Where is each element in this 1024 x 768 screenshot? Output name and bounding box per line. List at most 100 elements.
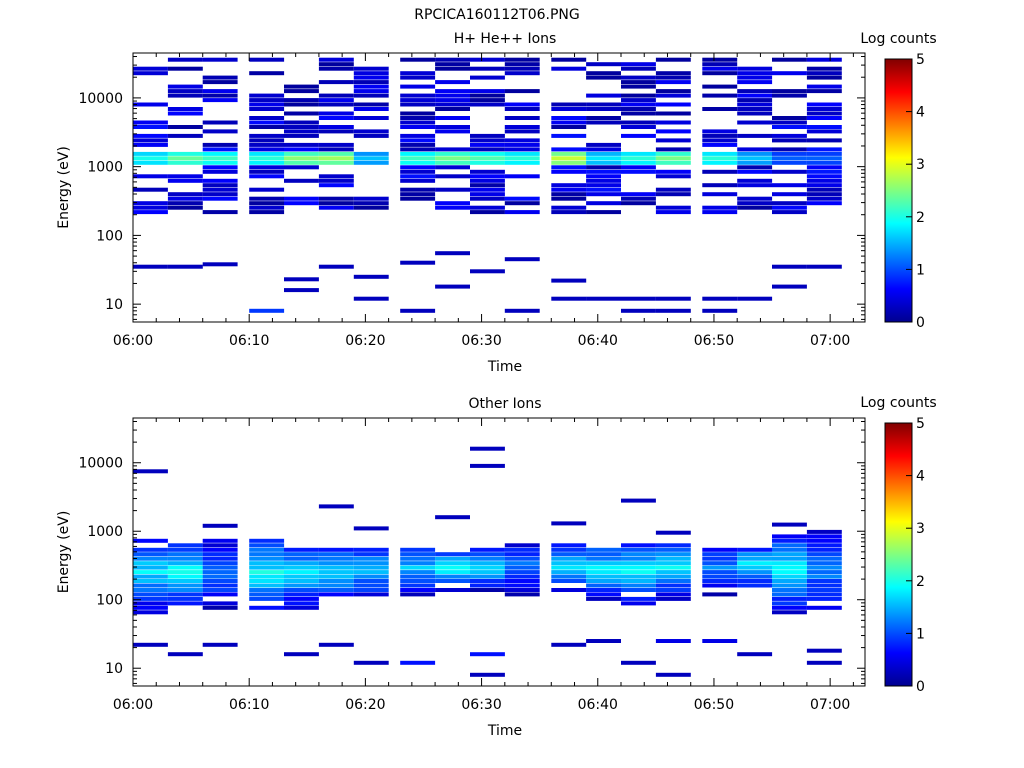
heatmap-cell bbox=[202, 75, 238, 80]
heatmap-cell bbox=[655, 187, 691, 192]
heatmap-cell bbox=[772, 592, 807, 597]
heatmap-cell bbox=[702, 565, 738, 570]
heatmap-cell bbox=[655, 672, 691, 677]
heatmap-cell bbox=[772, 133, 807, 138]
heatmap-cell bbox=[772, 570, 807, 575]
heatmap-cell bbox=[167, 151, 203, 156]
heatmap-cell bbox=[551, 133, 587, 138]
heatmap-cell bbox=[284, 84, 319, 89]
heatmap-cell bbox=[702, 561, 738, 566]
heatmap-cell bbox=[435, 579, 470, 583]
heatmap-cell bbox=[400, 98, 436, 103]
heatmap-cell bbox=[737, 102, 773, 107]
heatmap-cell bbox=[435, 251, 470, 256]
heatmap-cell bbox=[167, 57, 203, 62]
heatmap-cell bbox=[167, 561, 203, 566]
heatmap-cell bbox=[400, 151, 436, 156]
heatmap-cell bbox=[318, 196, 354, 201]
heatmap-cell bbox=[655, 552, 691, 557]
heatmap-cell bbox=[806, 579, 842, 583]
heatmap-cell bbox=[655, 639, 691, 643]
heatmap-cell bbox=[772, 552, 807, 557]
heatmap-cell bbox=[400, 102, 436, 107]
heatmap-cell bbox=[702, 138, 738, 143]
heatmap-cell bbox=[586, 142, 621, 147]
heatmap-cell bbox=[737, 556, 773, 561]
heatmap-cell bbox=[202, 80, 238, 85]
heatmap-cell bbox=[655, 75, 691, 80]
heatmap-cells-other bbox=[133, 446, 842, 677]
colorbar-tick-label: 5 bbox=[916, 416, 925, 432]
heatmap-cell bbox=[504, 592, 540, 597]
heatmap-cell bbox=[353, 133, 389, 138]
x-tick-label: 06:00 bbox=[113, 333, 153, 349]
heatmap-cell bbox=[586, 107, 621, 111]
heatmap-cell bbox=[249, 138, 285, 143]
heatmap-cell bbox=[551, 561, 587, 566]
heatmap-cell bbox=[806, 178, 842, 183]
heatmap-cell bbox=[586, 596, 621, 601]
heatmap-cell bbox=[167, 565, 203, 570]
heatmap-cell bbox=[284, 111, 319, 116]
heatmap-cell bbox=[737, 151, 773, 156]
heatmap-cell bbox=[133, 120, 168, 125]
heatmap-cell bbox=[702, 107, 738, 111]
heatmap-cell bbox=[249, 151, 285, 156]
heatmap-cell bbox=[737, 93, 773, 98]
heatmap-cell bbox=[470, 205, 505, 210]
heatmap-cell bbox=[621, 102, 656, 107]
heatmap-cell bbox=[400, 592, 436, 597]
heatmap-cell bbox=[551, 183, 587, 188]
heatmap-cell bbox=[621, 574, 656, 579]
heatmap-cell bbox=[702, 570, 738, 575]
heatmap-cell bbox=[655, 574, 691, 579]
heatmap-cell bbox=[806, 556, 842, 561]
heatmap-cell bbox=[586, 75, 621, 80]
colorbar-tick-label: 3 bbox=[916, 521, 925, 537]
heatmap-cell bbox=[202, 210, 238, 215]
heatmap-cell bbox=[737, 75, 773, 80]
heatmap-cell bbox=[202, 547, 238, 552]
heatmap-cell bbox=[318, 156, 354, 161]
heatmap-cell bbox=[435, 565, 470, 570]
heatmap-cell bbox=[284, 133, 319, 138]
colorbar-axis-h-he: 0 1 2 3 4 5 bbox=[906, 52, 925, 331]
x-tick-label: 06:20 bbox=[345, 333, 385, 349]
heatmap-cell bbox=[702, 156, 738, 161]
heatmap-cell bbox=[504, 210, 540, 215]
heatmap-cell bbox=[249, 596, 285, 601]
heatmap-cell bbox=[655, 93, 691, 98]
heatmap-cell bbox=[806, 201, 842, 206]
heatmap-cell bbox=[167, 174, 203, 179]
heatmap-cell bbox=[806, 160, 842, 165]
heatmap-cell bbox=[435, 574, 470, 579]
colorbar-other bbox=[884, 422, 913, 687]
heatmap-cell bbox=[737, 160, 773, 165]
plot-frame-other bbox=[132, 417, 866, 687]
heatmap-cell bbox=[167, 156, 203, 161]
heatmap-cell bbox=[470, 547, 505, 552]
heatmap-cell bbox=[806, 174, 842, 179]
heatmap-cell bbox=[435, 129, 470, 134]
heatmap-cell bbox=[249, 116, 285, 120]
heatmap-cell bbox=[249, 98, 285, 103]
heatmap-cell bbox=[318, 642, 354, 647]
heatmap-cell bbox=[586, 588, 621, 592]
heatmap-cell bbox=[249, 169, 285, 174]
heatmap-cell bbox=[353, 570, 389, 575]
heatmap-cell bbox=[504, 66, 540, 71]
heatmap-cell bbox=[202, 93, 238, 98]
heatmap-cell bbox=[353, 556, 389, 561]
heatmap-cell bbox=[284, 201, 319, 206]
heatmap-cell bbox=[504, 57, 540, 62]
heatmap-cell bbox=[400, 84, 436, 89]
heatmap-cell bbox=[621, 556, 656, 561]
heatmap-cell bbox=[470, 156, 505, 161]
heatmap-cell bbox=[353, 116, 389, 120]
heatmap-cell bbox=[655, 570, 691, 575]
heatmap-cell bbox=[772, 605, 807, 610]
heatmap-cell bbox=[806, 648, 842, 653]
heatmap-cell bbox=[353, 93, 389, 98]
heatmap-cell bbox=[772, 192, 807, 197]
heatmap-cell bbox=[586, 165, 621, 170]
